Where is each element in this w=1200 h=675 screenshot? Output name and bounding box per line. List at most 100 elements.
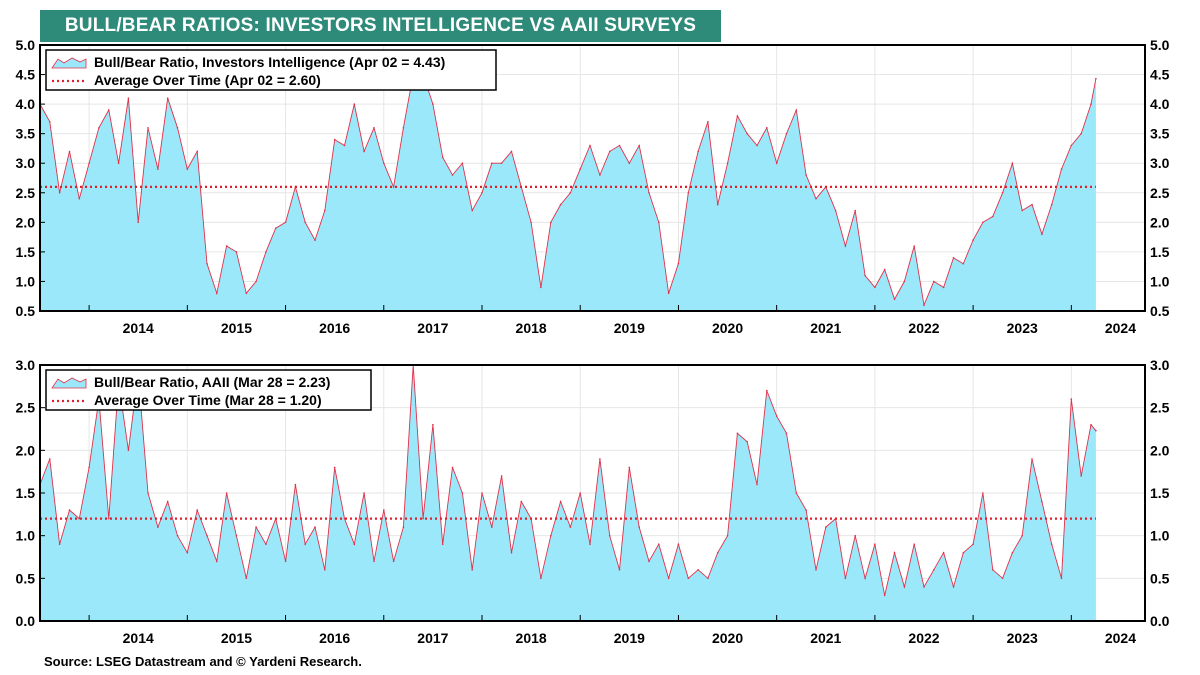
data-point <box>736 115 739 117</box>
data-point <box>196 509 198 511</box>
data-point <box>88 466 90 469</box>
data-point <box>903 586 906 588</box>
data-point <box>972 239 974 241</box>
data-point <box>805 174 807 176</box>
data-point <box>1021 209 1023 212</box>
y-tick-label-left: 1.5 <box>16 485 36 501</box>
data-point <box>530 221 532 224</box>
data-point <box>373 560 375 563</box>
y-tick-label-left: 4.0 <box>16 96 36 112</box>
data-point <box>982 221 984 224</box>
data-point <box>893 551 896 554</box>
x-tick-label: 2018 <box>516 320 547 336</box>
data-point <box>1080 475 1082 477</box>
data-point <box>775 162 778 164</box>
data-point <box>550 221 552 224</box>
data-point <box>402 127 405 129</box>
data-point <box>844 577 847 580</box>
data-point <box>225 492 228 494</box>
data-point <box>618 569 621 571</box>
data-point <box>88 162 90 164</box>
data-point <box>363 492 365 494</box>
data-point <box>766 127 768 129</box>
data-point <box>235 251 238 253</box>
data-point <box>510 150 513 153</box>
data-point <box>78 197 81 200</box>
x-tick-label: 2015 <box>221 630 252 646</box>
data-point <box>579 168 581 170</box>
data-point <box>903 280 906 283</box>
y-tick-label-right: 1.5 <box>1150 485 1170 501</box>
data-point <box>599 174 601 176</box>
data-point <box>874 286 876 289</box>
data-point <box>746 132 748 135</box>
x-tick-label: 2023 <box>1007 320 1038 336</box>
y-tick-label-right: 2.0 <box>1150 442 1170 458</box>
data-point <box>697 150 699 153</box>
x-tick-label: 2014 <box>123 320 154 336</box>
data-point <box>245 577 248 580</box>
data-point <box>137 221 139 224</box>
x-tick-label: 2015 <box>221 320 252 336</box>
y-tick-label-right: 2.5 <box>1150 185 1170 201</box>
data-point <box>274 227 277 229</box>
data-point <box>648 560 650 563</box>
data-point <box>108 109 110 111</box>
data-point <box>913 543 915 545</box>
data-point <box>658 221 660 224</box>
data-point <box>49 458 51 460</box>
data-point <box>108 517 110 520</box>
x-tick-label: 2016 <box>319 320 350 336</box>
y-tick-label-left: 1.0 <box>16 528 36 544</box>
data-point <box>992 215 994 218</box>
data-point <box>746 441 748 443</box>
x-tick-label: 2022 <box>908 320 939 336</box>
data-point <box>942 286 945 289</box>
data-point <box>520 500 523 503</box>
x-tick-label: 2014 <box>123 630 154 646</box>
x-tick-label: 2021 <box>810 630 841 646</box>
data-point <box>1001 577 1004 580</box>
data-point <box>569 526 572 528</box>
data-point <box>736 432 739 435</box>
data-point <box>392 186 395 188</box>
data-point <box>864 577 866 580</box>
y-tick-label-right: 3.5 <box>1150 126 1170 142</box>
data-point <box>962 262 965 265</box>
data-point <box>186 551 189 554</box>
data-point <box>972 543 974 545</box>
legend-swatch-area <box>51 57 87 69</box>
data-point <box>795 109 798 111</box>
x-tick-label: 2019 <box>614 320 645 336</box>
data-point <box>883 268 886 271</box>
data-point <box>785 432 788 435</box>
data-point <box>481 192 483 194</box>
data-point <box>186 168 189 170</box>
y-tick-label-left: 2.0 <box>16 442 36 458</box>
data-point <box>559 203 562 206</box>
data-point <box>176 534 179 537</box>
data-point <box>1070 398 1073 400</box>
data-point <box>608 150 611 153</box>
y-tick-label-right: 1.0 <box>1150 273 1170 289</box>
data-point <box>353 103 356 105</box>
data-point <box>216 292 218 295</box>
panel-1: 0.5 0.5 1.0 1.0 1.5 1.5 2.0 2.0 2.5 2.5 3.0 3.0 3.5 3… <box>16 37 1170 336</box>
data-point <box>500 162 503 164</box>
data-point <box>834 209 837 212</box>
data-point <box>481 492 483 494</box>
data-point <box>874 543 876 545</box>
y-tick-label-left: 0.5 <box>16 303 36 319</box>
data-point <box>726 534 729 537</box>
data-point <box>559 500 562 503</box>
data-point <box>1031 458 1033 460</box>
legend-swatch-area <box>51 377 87 389</box>
legend-label-series: Bull/Bear Ratio, AAII (Mar 28 = 2.23) <box>94 374 330 390</box>
y-tick-label-left: 2.0 <box>16 214 36 230</box>
data-point <box>756 144 758 147</box>
data-point <box>157 168 159 170</box>
data-point <box>245 292 248 295</box>
plot-frame <box>39 44 1146 312</box>
data-point <box>1080 132 1082 135</box>
